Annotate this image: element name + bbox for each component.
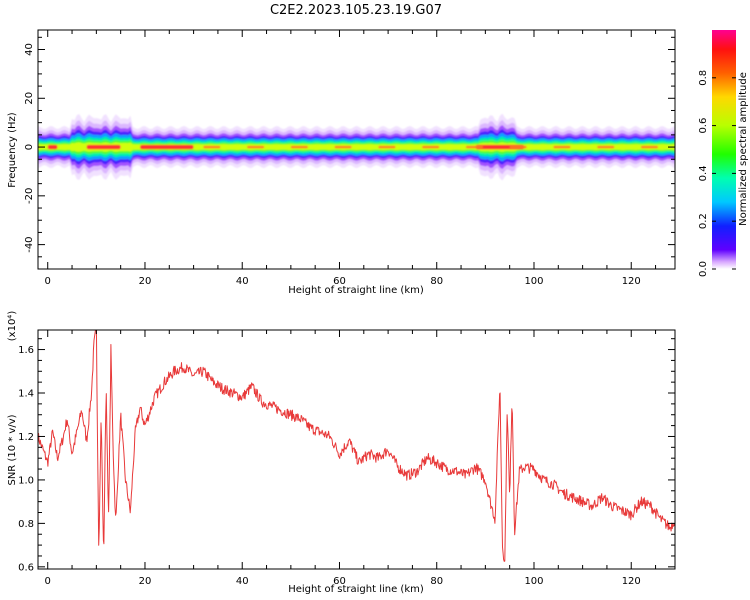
spectrogram-y-tick-label: 0 (24, 144, 35, 150)
spectrogram-x-label: Height of straight line (km) (288, 285, 424, 296)
colorbar-gradient (712, 30, 736, 269)
spectrogram-x-tick-label: 0 (45, 276, 51, 287)
spectrogram-peak-core (47, 144, 58, 150)
colorbar-tick-label: 0.6 (698, 118, 709, 134)
spectrogram-peak-core (140, 144, 194, 150)
snr-chart: 0 20 40 60 80 100 120 0.6 0.8 1.0 1.2 1.4 1.6 Heigh… (7, 311, 676, 595)
spectrogram-x-tick-label: 40 (236, 276, 249, 287)
snr-y-tick-label: 1.2 (18, 432, 34, 443)
spectrogram-x-tick-label: 120 (622, 276, 641, 287)
spectrogram-peak-core (86, 144, 121, 150)
snr-x-tick-label: 40 (236, 576, 249, 587)
spectrogram-core-segment (334, 145, 352, 149)
spectrogram-band-layer (38, 142, 675, 152)
spectrogram-core-segment (597, 145, 615, 149)
snr-x-tick-label: 0 (45, 576, 51, 587)
spectrogram-core-segment (422, 145, 440, 149)
snr-y-tick-label: 1.0 (18, 475, 34, 486)
snr-y-tick-label: 1.4 (18, 389, 34, 400)
spectrogram-y-tick-label: 40 (24, 43, 35, 56)
snr-series-line (38, 330, 675, 562)
spectrogram-y-label: Frequency (Hz) (7, 112, 18, 188)
spectrogram-band (38, 113, 675, 181)
colorbar-tick-label: 0.4 (698, 165, 709, 181)
snr-x-tick-label: 80 (430, 576, 443, 587)
spectrogram-y-tick-label: -40 (24, 236, 35, 252)
snr-y-tick-label: 0.8 (18, 519, 34, 530)
spectrogram-y-tick-label: 20 (24, 92, 35, 105)
snr-x-tick-label: 100 (524, 576, 543, 587)
snr-x-tick-label: 20 (139, 576, 152, 587)
snr-y-tick-label: 1.6 (18, 345, 34, 356)
spectrogram-core-segment (553, 145, 571, 149)
snr-x-label: Height of straight line (km) (288, 584, 424, 595)
figure-title: C2E2.2023.105.23.19.G07 (270, 3, 442, 18)
snr-y-tick-label: 0.6 (18, 562, 34, 573)
colorbar: 0.0 0.2 0.4 0.6 0.8 Normalized spectral ampl… (698, 30, 749, 277)
spectrogram-x-tick-label: 60 (333, 276, 346, 287)
snr-y-label: SNR (10 * v/v) (7, 414, 18, 485)
spectrogram-x-tick-label: 100 (524, 276, 543, 287)
spectrogram-core-segment (378, 145, 396, 149)
spectrogram-x-tick-label: 20 (139, 276, 152, 287)
spectrogram-core-segment (203, 145, 221, 149)
colorbar-label: Normalized spectral amplitude (738, 72, 749, 226)
spectrogram-chart: 0 20 40 60 80 100 120 -40 -20 0 20 40 Height of st… (7, 29, 676, 296)
spectrogram-core-segment (465, 145, 483, 149)
snr-frame (37, 329, 676, 570)
spectrogram-y-tick-label: -20 (24, 188, 35, 204)
spectrogram-core-segment (509, 145, 527, 149)
snr-y-scale-label: (x10⁴) (7, 311, 18, 342)
colorbar-tick-label: 0.0 (698, 261, 709, 277)
spectrogram-core-segment (290, 145, 308, 149)
spectrogram-core-segment (640, 145, 658, 149)
spectrogram-x-tick-label: 80 (430, 276, 443, 287)
snr-x-tick-label: 60 (333, 576, 346, 587)
spectrogram-core-segment (247, 145, 265, 149)
spectrogram-frame (37, 29, 676, 270)
snr-x-tick-label: 120 (622, 576, 641, 587)
colorbar-tick-label: 0.8 (698, 70, 709, 86)
colorbar-tick-label: 0.2 (698, 213, 709, 229)
